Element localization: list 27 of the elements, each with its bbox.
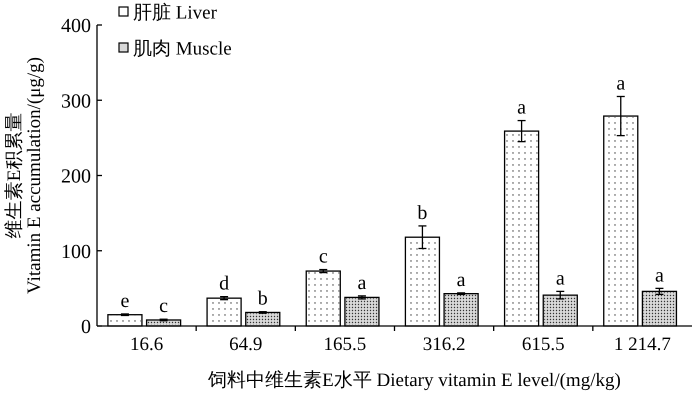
legend-label: 肝脏 Liver (133, 2, 218, 24)
annotation: a (456, 268, 466, 291)
annotation: a (654, 264, 664, 286)
x-tick-label: 316.2 (422, 334, 466, 355)
annotation: e (120, 290, 130, 312)
y-axis-title: 维生素E积累量 Vitamin E accumulation/(μg/g) (3, 57, 45, 294)
annotation: d (219, 272, 230, 295)
x-axis-title: 饲料中维生素E水平 Dietary vitamin E level/(mg/kg) (207, 369, 621, 391)
x-tick-label: 1 214.7 (614, 334, 671, 355)
x-tick-label: 165.5 (324, 334, 366, 355)
y-tick-label: 0 (81, 316, 91, 338)
annotation: a (357, 272, 366, 294)
x-tick-label: 615.5 (522, 334, 565, 355)
annotation: a (556, 267, 565, 290)
x-tick-label: 64.9 (229, 334, 262, 355)
y-tick-label: 400 (61, 15, 91, 37)
annotation: a (616, 72, 626, 94)
legend-label: 肌肉 Muscle (133, 38, 232, 60)
y-tick-label: 300 (61, 90, 91, 112)
annotation: a (517, 96, 526, 119)
annotation: b (258, 288, 268, 310)
y-tick-label: 100 (61, 240, 91, 263)
y-tick-label: 200 (61, 166, 91, 188)
annotation: b (417, 202, 428, 224)
annotation: c (159, 295, 168, 318)
x-tick-label: 16.6 (130, 334, 164, 355)
annotation: c (318, 246, 328, 268)
